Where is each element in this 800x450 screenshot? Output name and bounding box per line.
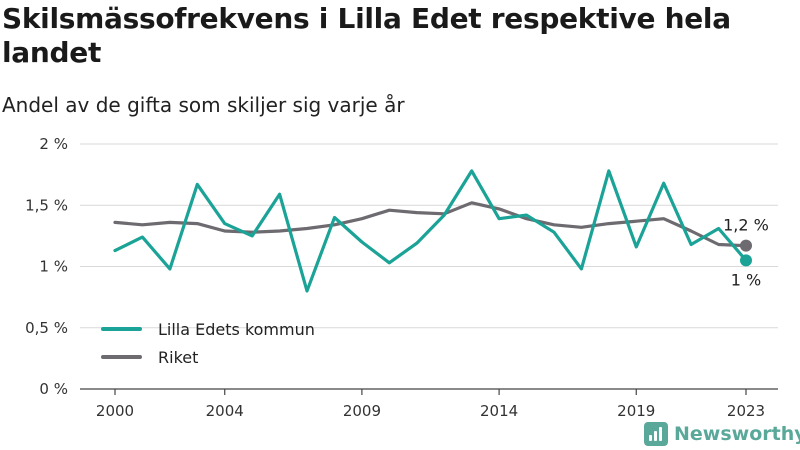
y-tick-label: 0 % xyxy=(39,380,68,398)
end-markers: 1,2 % 1 % xyxy=(723,216,769,290)
legend-label: Riket xyxy=(158,348,198,367)
chart-title: Skilsmässofrekvens i Lilla Edet respekti… xyxy=(2,2,731,69)
legend: Lilla Edets kommun Riket xyxy=(101,320,315,367)
brand-name: Newsworthy xyxy=(674,423,800,445)
end-point-lilla-edet xyxy=(740,254,752,267)
y-tick-label: 2 % xyxy=(39,135,68,153)
x-tick-label: 2014 xyxy=(480,402,518,420)
end-point-riket xyxy=(740,239,752,252)
bar-chart-logo-icon xyxy=(644,422,668,446)
chart-subtitle: Andel av de gifta som skiljer sig varje … xyxy=(2,93,405,117)
x-tick-label: 2000 xyxy=(96,402,134,420)
legend-label: Lilla Edets kommun xyxy=(158,320,315,339)
series-line-lilla-edet xyxy=(113,169,748,293)
y-tick-label: 1 % xyxy=(39,258,68,276)
x-tick-label: 2009 xyxy=(343,402,381,420)
newsworthy-logo: Newsworthy xyxy=(644,419,800,449)
x-tick-label: 2019 xyxy=(617,402,655,420)
series-line-riket xyxy=(113,201,748,248)
x-axis: 2000 2004 2009 2014 2019 2023 xyxy=(80,388,778,420)
y-tick-label: 1,5 % xyxy=(25,196,68,214)
series-lines xyxy=(113,169,748,293)
y-axis-ticks: 0 % 0,5 % 1 % 1,5 % 2 % xyxy=(25,135,68,398)
end-label-riket: 1,2 % xyxy=(723,216,769,235)
x-tick-label: 2004 xyxy=(206,402,244,420)
x-tick-label: 2023 xyxy=(727,402,765,420)
end-label-lilla-edet: 1 % xyxy=(731,270,761,289)
y-tick-label: 0,5 % xyxy=(25,319,68,337)
